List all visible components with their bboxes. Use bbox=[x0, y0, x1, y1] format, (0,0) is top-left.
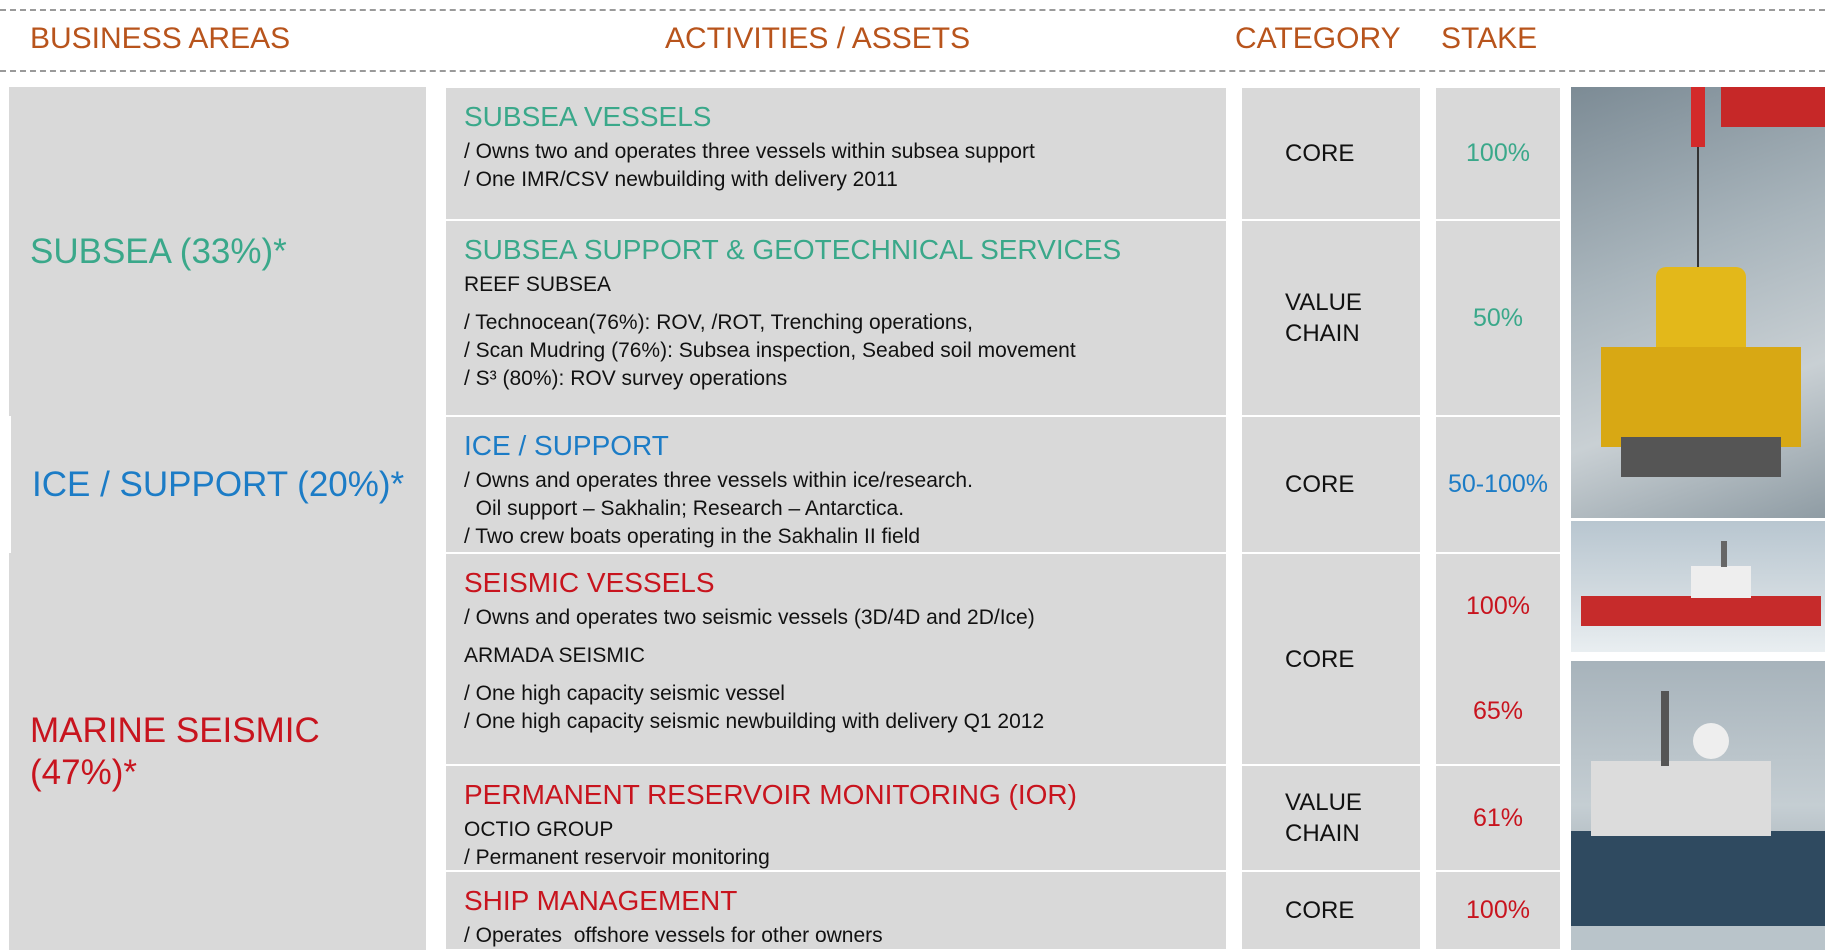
photo bbox=[1571, 521, 1825, 652]
activity-title: ICE / SUPPORT bbox=[464, 430, 669, 461]
activity-text: / Operates offshore vessels for other ow… bbox=[464, 922, 1208, 950]
stake-value: 100% bbox=[1466, 139, 1530, 167]
category-line: CORE bbox=[1285, 897, 1355, 924]
stake: 50% bbox=[1436, 221, 1560, 415]
text-line: / Technocean(76%): ROV, /ROT, Trenching … bbox=[464, 311, 973, 334]
stake: 100% 65% bbox=[1436, 554, 1560, 764]
category: CORE bbox=[1242, 417, 1420, 552]
category-line: CORE bbox=[1285, 645, 1355, 673]
photo-art bbox=[1571, 691, 1825, 950]
column-header: STAKE bbox=[1441, 22, 1538, 55]
text-line: / Scan Mudring (76%): Subsea inspection,… bbox=[464, 339, 1076, 362]
stake-value: 65% bbox=[1472, 697, 1524, 725]
activity: SUBSEA VESSELS / Owns two and operates th… bbox=[446, 88, 1226, 219]
text-line: REEF SUBSEA bbox=[464, 273, 612, 296]
category: CORE bbox=[1242, 872, 1420, 949]
activity: SHIP MANAGEMENT / Operates offshore vesse… bbox=[446, 872, 1226, 949]
category-line: CHAIN bbox=[1285, 820, 1360, 847]
activity-text: / Owns two and operates three vessels wi… bbox=[464, 138, 1208, 194]
activity: PERMANENT RESERVOIR MONITORING (IOR) OCTI… bbox=[446, 766, 1226, 870]
stake-value: 50-100% bbox=[1447, 470, 1549, 498]
activity: ICE / SUPPORT / Owns and operates three v… bbox=[446, 417, 1226, 552]
column-header: CATEGORY bbox=[1235, 22, 1401, 55]
text-line: / One high capacity seismic vessel bbox=[464, 682, 785, 705]
text-line: / One IMR/CSV newbuilding with delivery … bbox=[464, 168, 898, 191]
category-line: CORE bbox=[1285, 140, 1355, 167]
stake: 61% bbox=[1436, 766, 1560, 870]
stake-value: 100% bbox=[1466, 592, 1530, 620]
text-line: / One high capacity seismic newbuilding … bbox=[464, 710, 1045, 733]
stake-value: 100% bbox=[1466, 896, 1530, 924]
activity-title: SEISMIC VESSELS bbox=[464, 567, 715, 598]
column-header: BUSINESS AREAS bbox=[30, 22, 291, 55]
column-header: ACTIVITIES / ASSETS bbox=[665, 22, 971, 55]
text-line: / Owns two and operates three vessels wi… bbox=[464, 140, 1035, 163]
activity-title: SHIP MANAGEMENT bbox=[464, 885, 738, 916]
activity: SEISMIC VESSELS / Owns and operates two s… bbox=[446, 554, 1226, 764]
text-line: Oil support – Sakhalin; Research – Antar… bbox=[464, 497, 905, 520]
activity-text: / Owns and operates two seismic vessels … bbox=[464, 604, 1208, 632]
activity-text: / One high capacity seismic vessel / One … bbox=[464, 680, 1208, 736]
business-area: MARINE SEISMIC (47%)* bbox=[9, 553, 426, 950]
activity-text: REEF SUBSEA bbox=[464, 271, 1208, 299]
text-line: ARMADA SEISMIC bbox=[464, 644, 645, 667]
area-label: ICE / SUPPORT (20%)* bbox=[32, 464, 405, 504]
stake-value: 50% bbox=[1472, 303, 1524, 332]
area-label: SUBSEA (33%)* bbox=[30, 231, 287, 271]
stake: 50-100% bbox=[1436, 417, 1560, 552]
activity: SUBSEA SUPPORT & GEOTECHNICAL SERVICES RE… bbox=[446, 221, 1226, 415]
photo-art bbox=[1581, 541, 1821, 626]
divider bbox=[0, 70, 1825, 72]
category: VALUE CHAIN bbox=[1242, 221, 1420, 415]
activity-title: PERMANENT RESERVOIR MONITORING (IOR) bbox=[464, 779, 1077, 810]
business-area: SUBSEA (33%)* bbox=[9, 87, 426, 416]
activity-text: / Owns and operates three vessels within… bbox=[464, 467, 1208, 551]
text-line: / Permanent reservoir monitoring bbox=[464, 846, 770, 869]
activity-text: / Technocean(76%): ROV, /ROT, Trenching … bbox=[464, 309, 1208, 393]
category-line: VALUE bbox=[1285, 789, 1362, 816]
category: CORE bbox=[1242, 88, 1420, 219]
stake-value: 61% bbox=[1472, 803, 1524, 832]
category: CORE bbox=[1242, 554, 1420, 764]
category-line: CHAIN bbox=[1285, 320, 1360, 347]
text-line: / Owns and operates three vessels within… bbox=[464, 469, 973, 492]
business-area: ICE / SUPPORT (20%)* bbox=[11, 416, 426, 553]
category: VALUE CHAIN bbox=[1242, 766, 1420, 870]
activity-text: ARMADA SEISMIC bbox=[464, 642, 1208, 670]
category-line: VALUE bbox=[1285, 289, 1362, 316]
photo bbox=[1571, 87, 1825, 518]
activity-title: SUBSEA SUPPORT & GEOTECHNICAL SERVICES bbox=[464, 234, 1122, 265]
stake: 100% bbox=[1436, 872, 1560, 949]
text-line: / S³ (80%): ROV survey operations bbox=[464, 367, 788, 390]
stake: 100% bbox=[1436, 88, 1560, 219]
activity-text: OCTIO GROUP / Permanent reservoir monitor… bbox=[464, 816, 1208, 872]
photo-art bbox=[1601, 87, 1825, 477]
photo bbox=[1571, 661, 1825, 950]
text-line: OCTIO GROUP bbox=[464, 818, 614, 841]
text-line: / Operates offshore vessels for other ow… bbox=[464, 924, 883, 947]
area-label: MARINE SEISMIC (47%)* bbox=[30, 710, 320, 792]
text-line: / Two crew boats operating in the Sakhal… bbox=[464, 525, 921, 548]
text-line: / Owns and operates two seismic vessels … bbox=[464, 606, 1035, 629]
category-line: CORE bbox=[1285, 471, 1355, 498]
activity-title: SUBSEA VESSELS bbox=[464, 101, 712, 132]
divider bbox=[0, 9, 1825, 11]
